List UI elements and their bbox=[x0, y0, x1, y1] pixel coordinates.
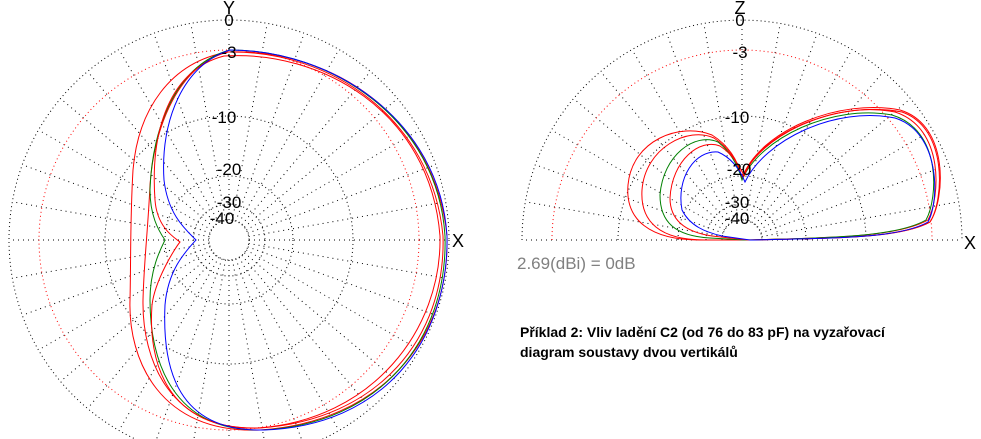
elevation-spoke bbox=[535, 164, 724, 234]
elevation-spoke bbox=[759, 129, 933, 231]
azimuth-spoke bbox=[243, 252, 398, 382]
elevation-ring bbox=[705, 203, 779, 241]
azimuth-spoke bbox=[247, 246, 436, 316]
azimuth-series-line bbox=[163, 49, 448, 431]
elevation-spoke bbox=[751, 49, 853, 223]
elevation-series-line bbox=[669, 108, 940, 241]
azimuth-ring-label: -40 bbox=[210, 209, 235, 228]
elevation-spoke bbox=[631, 49, 733, 223]
azimuth-spoke bbox=[243, 98, 398, 228]
elevation-spoke bbox=[525, 201, 723, 238]
elevation-spoke bbox=[748, 33, 818, 222]
azimuth-spoke bbox=[193, 259, 227, 439]
elevation-ring-label: -30 bbox=[725, 193, 750, 212]
caption-line-2: diagram soustavy dvou vertikálů bbox=[520, 344, 738, 360]
azimuth-spoke bbox=[248, 201, 446, 238]
azimuth-ring-label: -3 bbox=[221, 43, 236, 62]
azimuth-spoke bbox=[12, 242, 210, 279]
azimuth-series-line bbox=[149, 49, 446, 431]
azimuth-curves bbox=[129, 49, 448, 431]
azimuth-ring-label: -10 bbox=[212, 108, 237, 127]
azimuth-ring bbox=[208, 219, 250, 261]
azimuth-axis-label-right: X bbox=[452, 231, 464, 251]
azimuth-spoke bbox=[22, 246, 211, 316]
azimuth-ring-labels: 0 -3 -10 -20 -30-40 bbox=[210, 11, 242, 228]
elevation-ring bbox=[551, 49, 933, 241]
elevation-ring-labels: 0 -3 -10 -20 -30-40 bbox=[725, 11, 752, 228]
elevation-spoke bbox=[756, 98, 911, 228]
azimuth-spoke bbox=[38, 249, 212, 351]
figure-caption: Příklad 2: Vliv ladění C2 (od 76 do 83 p… bbox=[520, 322, 960, 362]
elevation-spoke bbox=[600, 71, 730, 226]
azimuth-spoke bbox=[247, 164, 436, 234]
azimuth-spoke bbox=[87, 71, 217, 226]
azimuth-spoke bbox=[238, 49, 340, 223]
elevation-ring-label: -20 bbox=[727, 160, 752, 179]
elevation-spoke bbox=[666, 33, 736, 222]
azimuth-spoke bbox=[231, 23, 268, 221]
azimuth-axis-label-top: Y bbox=[223, 0, 235, 18]
elevation-spoke bbox=[761, 201, 959, 238]
elevation-curves bbox=[627, 106, 941, 241]
azimuth-spoke bbox=[241, 71, 371, 226]
azimuth-spoke bbox=[241, 254, 371, 409]
elevation-axis-label-right: X bbox=[964, 233, 976, 253]
elevation-ring-label: -10 bbox=[725, 108, 750, 127]
caption-line-1: Příklad 2: Vliv ladění C2 (od 76 do 83 p… bbox=[520, 324, 885, 340]
elevation-spoke bbox=[760, 164, 949, 234]
elevation-spoke bbox=[744, 23, 781, 221]
azimuth-spoke bbox=[248, 242, 446, 279]
elevation-ring-label: 0 bbox=[735, 11, 744, 30]
azimuth-grid bbox=[8, 19, 450, 439]
elevation-spoke bbox=[754, 71, 884, 226]
elevation-series-line bbox=[627, 106, 941, 241]
elevation-axis-label-top: Z bbox=[735, 0, 746, 18]
azimuth-spoke bbox=[246, 249, 420, 351]
azimuth-ring bbox=[38, 49, 420, 431]
azimuth-series-line bbox=[129, 51, 448, 431]
azimuth-spoke bbox=[235, 33, 305, 222]
azimuth-series-line bbox=[150, 55, 441, 429]
azimuth-ring bbox=[104, 115, 354, 365]
azimuth-ring-label: -20 bbox=[217, 160, 242, 179]
azimuth-spoke bbox=[231, 259, 265, 439]
azimuth-spoke bbox=[118, 257, 220, 431]
azimuth-ring bbox=[192, 203, 266, 277]
elevation-ring-label: -40 bbox=[725, 209, 750, 228]
azimuth-spoke bbox=[190, 23, 227, 221]
elevation-series-line bbox=[680, 115, 936, 241]
azimuth-spoke bbox=[60, 98, 215, 228]
azimuth-spoke bbox=[60, 252, 215, 382]
elevation-ring-label: -3 bbox=[732, 43, 747, 62]
azimuth-spoke bbox=[12, 201, 210, 238]
azimuth-spoke bbox=[118, 49, 220, 223]
azimuth-spoke bbox=[246, 129, 420, 231]
azimuth-ring bbox=[8, 19, 450, 439]
azimuth-spoke bbox=[156, 258, 223, 439]
azimuth-spoke bbox=[38, 129, 212, 231]
azimuth-spoke bbox=[238, 257, 340, 431]
azimuth-ring-label: 0 bbox=[224, 11, 233, 30]
azimuth-ring-label: -30 bbox=[217, 193, 242, 212]
azimuth-spoke bbox=[235, 258, 302, 439]
gain-reference: 2.69(dBi) = 0dB bbox=[517, 254, 636, 273]
elevation-spoke bbox=[551, 129, 725, 231]
